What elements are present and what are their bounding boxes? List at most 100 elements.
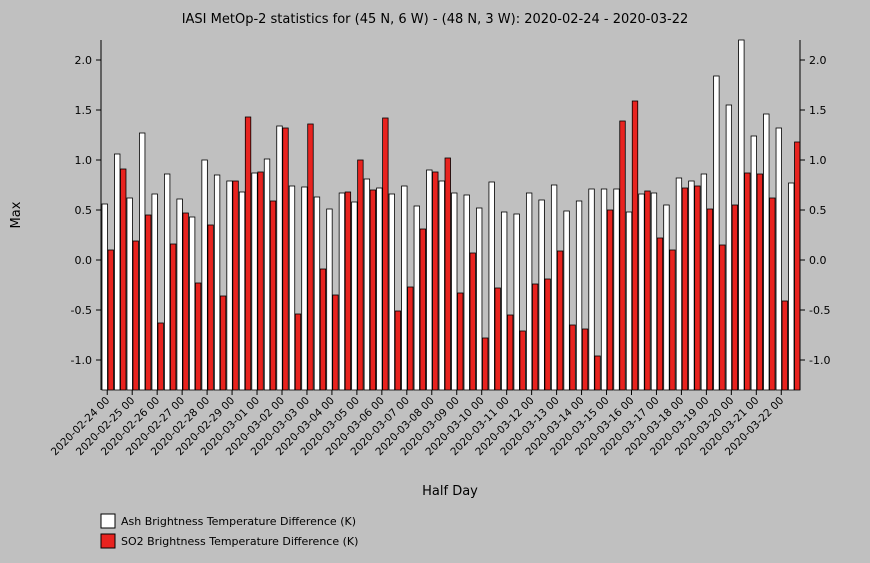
bar-ash [226,180,233,391]
bar-so2 [631,100,639,391]
y-tick-label-right: 0.5 [809,204,827,217]
y-axis-label: Max [9,201,24,228]
bar-ash [638,193,645,391]
bar-ash [476,207,483,391]
y-tick-label-right: -1.0 [809,354,830,367]
bar-ash [525,192,533,391]
bar-ash [363,178,371,391]
legend-swatch-ash [100,513,116,529]
bar-ash [738,39,745,391]
bar-ash [413,205,420,391]
bar-ash [775,127,782,391]
bar-ash [713,75,720,391]
bar-ash [538,199,545,391]
bar-ash [313,196,321,391]
y-tick-label-left: 1.0 [75,154,93,167]
y-tick-label-left: 2.0 [75,54,93,67]
bar-ash [164,173,171,391]
bar-so2 [369,189,377,391]
bar-ash [588,188,595,391]
bar-so2 [219,295,227,391]
bar-ash [451,192,458,391]
bar-ash [376,187,383,391]
bar-so2 [669,249,676,391]
y-tick-label-right: 0.0 [809,254,827,267]
bar-ash [625,211,633,391]
bar-so2 [344,191,352,391]
bar-ash [338,192,346,391]
x-axis-label: Half Day [422,484,478,499]
bar-ash [600,188,608,391]
bar-so2 [357,159,364,391]
bar-ash [700,173,708,391]
bar-ash [251,172,258,391]
bar-ash [114,153,121,391]
bar-ash [351,201,358,391]
legend-swatch-so2 [100,533,116,549]
bar-ash [126,197,133,391]
bar-so2 [482,337,489,391]
bar-so2 [594,355,601,391]
y-tick-label-right: 1.5 [809,104,827,117]
bar-so2 [794,141,801,391]
bar-so2 [432,171,439,391]
bar-so2 [257,171,264,391]
bar-so2 [519,330,526,391]
bar-ash [675,177,683,391]
bar-so2 [132,240,139,391]
y-tick-label-left: 0.0 [75,254,93,267]
chart-title: IASI MetOp-2 statistics for (45 N, 6 W) … [182,12,689,27]
bar-so2 [744,172,751,391]
bar-so2 [606,209,614,391]
bar-so2 [207,224,214,391]
bar-ash [501,211,508,391]
bar-ash [788,182,795,391]
bar-ash [725,104,733,391]
bar-so2 [244,116,252,391]
bar-so2 [394,310,401,391]
bar-ash [563,210,570,391]
bar-so2 [656,237,664,391]
bar-ash [151,193,158,391]
bar-so2 [619,120,626,391]
bar-so2 [494,287,501,391]
bar-ash [213,174,221,391]
bar-ash [388,193,395,391]
bar-ash [276,125,283,391]
bar-so2 [107,249,114,391]
bar-so2 [319,268,327,391]
bar-ash [301,186,308,391]
bar-ash [750,135,757,391]
bar-so2 [556,250,564,391]
bar-ash [426,169,433,391]
bar-so2 [120,168,127,391]
bar-ash [188,216,196,391]
bar-so2 [145,214,152,391]
bar-ash [663,204,670,391]
y-tick-label-left: 0.5 [75,204,93,217]
bar-ash [288,185,296,391]
legend: Ash Brightness Temperature Difference (K… [100,513,358,549]
bar-ash [201,159,208,391]
bar-ash [139,132,146,391]
bar-so2 [781,300,788,391]
bar-so2 [544,278,551,391]
bar-so2 [170,243,177,391]
bars-group [101,39,801,391]
bar-ash [101,203,108,391]
bar-ash [763,113,770,391]
bar-so2 [731,204,739,391]
bar-so2 [756,173,763,391]
y-tick-label-left: -1.0 [71,354,92,367]
bar-so2 [694,185,701,391]
bar-so2 [282,127,289,391]
bar-ash [688,180,695,391]
y-tick-label-right: 2.0 [809,54,827,67]
bar-so2 [719,244,726,391]
bar-so2 [232,180,239,391]
bar-so2 [706,208,714,391]
bar-so2 [419,228,426,391]
bar-so2 [444,157,451,391]
y-tick-label-right: 1.0 [809,154,827,167]
legend-label-so2: SO2 Brightness Temperature Difference (K… [121,535,358,548]
